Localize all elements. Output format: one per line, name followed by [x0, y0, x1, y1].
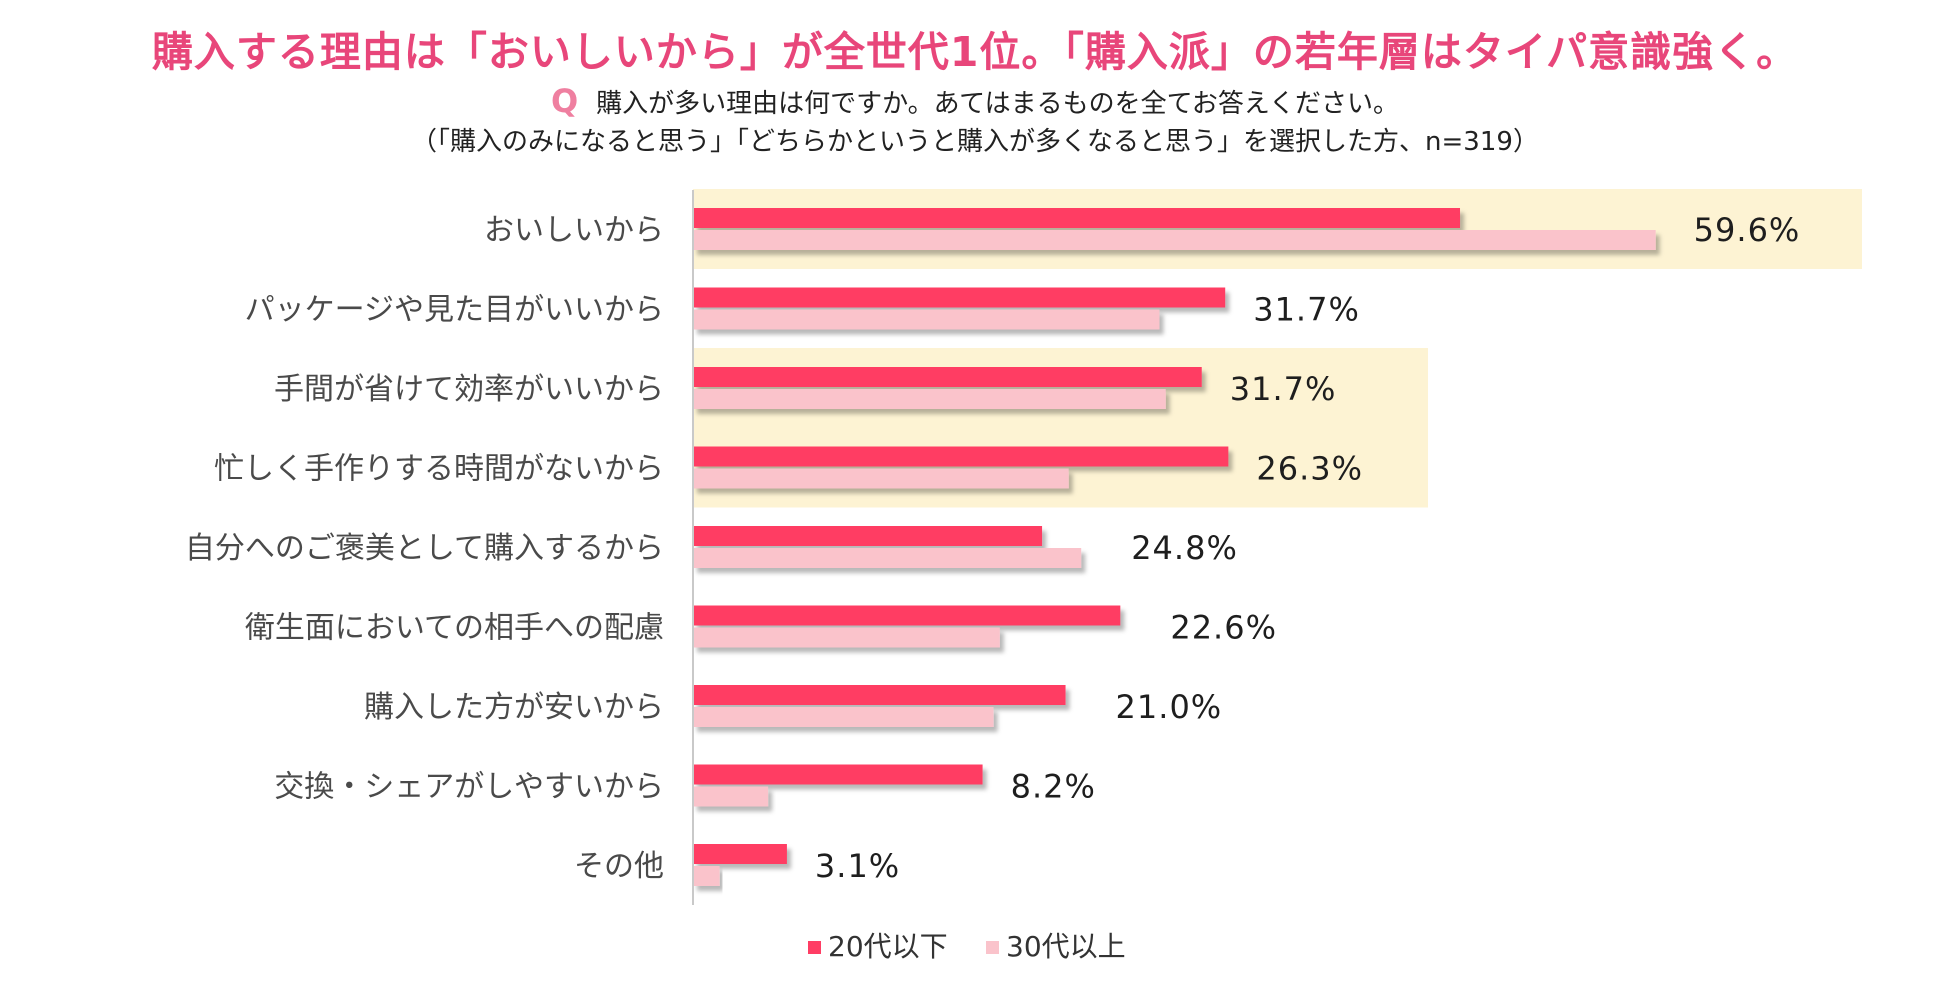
value-label: 26.3%: [1256, 450, 1363, 488]
bar-20s-under: [693, 685, 1066, 705]
category-label: 衛生面においての相手への配慮: [245, 611, 664, 646]
category-label: パッケージや見た目がいいから: [245, 293, 664, 328]
value-label: 24.8%: [1131, 529, 1238, 567]
category-label: おいしいから: [484, 213, 664, 248]
legend-label: 30代以上: [1006, 930, 1126, 963]
value-label: 31.7%: [1230, 370, 1337, 408]
category-label: その他: [574, 849, 664, 884]
category-label: 忙しく手作りする時間がないから: [214, 452, 664, 487]
bar-30s-over: [693, 548, 1082, 568]
category-label: 交換・シェアがしやすいから: [274, 770, 664, 805]
bar-30s-over: [693, 389, 1166, 409]
highlight-band: [693, 189, 1862, 269]
question-mark-icon: Q: [550, 82, 579, 120]
bar-20s-under: [693, 605, 1121, 626]
bar-30s-over: [693, 468, 1069, 489]
bar-30s-over: [693, 627, 1000, 648]
bar-30s-over: [693, 309, 1160, 330]
bar-20s-under: [693, 208, 1461, 228]
legend-swatch: [808, 941, 821, 954]
bar-20s-under: [693, 446, 1229, 467]
bar-20s-under: [693, 844, 787, 864]
question-block: Q 購入が多い理由は何ですか。あてはまるものを全てお答えください。 （「購入のみに…: [0, 82, 1950, 161]
bar-20s-under: [693, 287, 1226, 308]
bar-30s-over: [693, 866, 720, 886]
bar-30s-over: [693, 707, 994, 727]
category-label: 自分へのご褒美として購入するから: [185, 531, 664, 566]
question-line-2: （「購入のみになると思う」「どちらかというと購入が多くなると思う」を選択した方、…: [411, 127, 1539, 157]
category-label: 手間が省けて効率がいいから: [274, 372, 664, 407]
category-label: 購入した方が安いから: [364, 690, 664, 725]
value-label: 8.2%: [1011, 768, 1096, 806]
bar-20s-under: [693, 367, 1202, 387]
question-text: 購入が多い理由は何ですか。あてはまるものを全てお答えください。: [596, 89, 1400, 119]
value-label: 59.6%: [1694, 211, 1801, 249]
bar-20s-under: [693, 526, 1043, 546]
value-label: 22.6%: [1170, 609, 1277, 647]
question-line-1: Q 購入が多い理由は何ですか。あてはまるものを全てお答えください。: [0, 82, 1950, 123]
bar-20s-under: [693, 764, 983, 785]
value-label: 31.7%: [1253, 291, 1360, 329]
chart-headline: 購入する理由は「おいしいから」が全世代1位。「購入派」の若年層はタイパ意識強く。: [151, 28, 1799, 76]
value-label: 21.0%: [1116, 688, 1223, 726]
bar-30s-over: [693, 230, 1656, 250]
bar-30s-over: [693, 786, 769, 807]
value-label: 3.1%: [815, 847, 900, 885]
legend-swatch: [986, 941, 999, 954]
legend-label: 20代以下: [828, 930, 948, 963]
